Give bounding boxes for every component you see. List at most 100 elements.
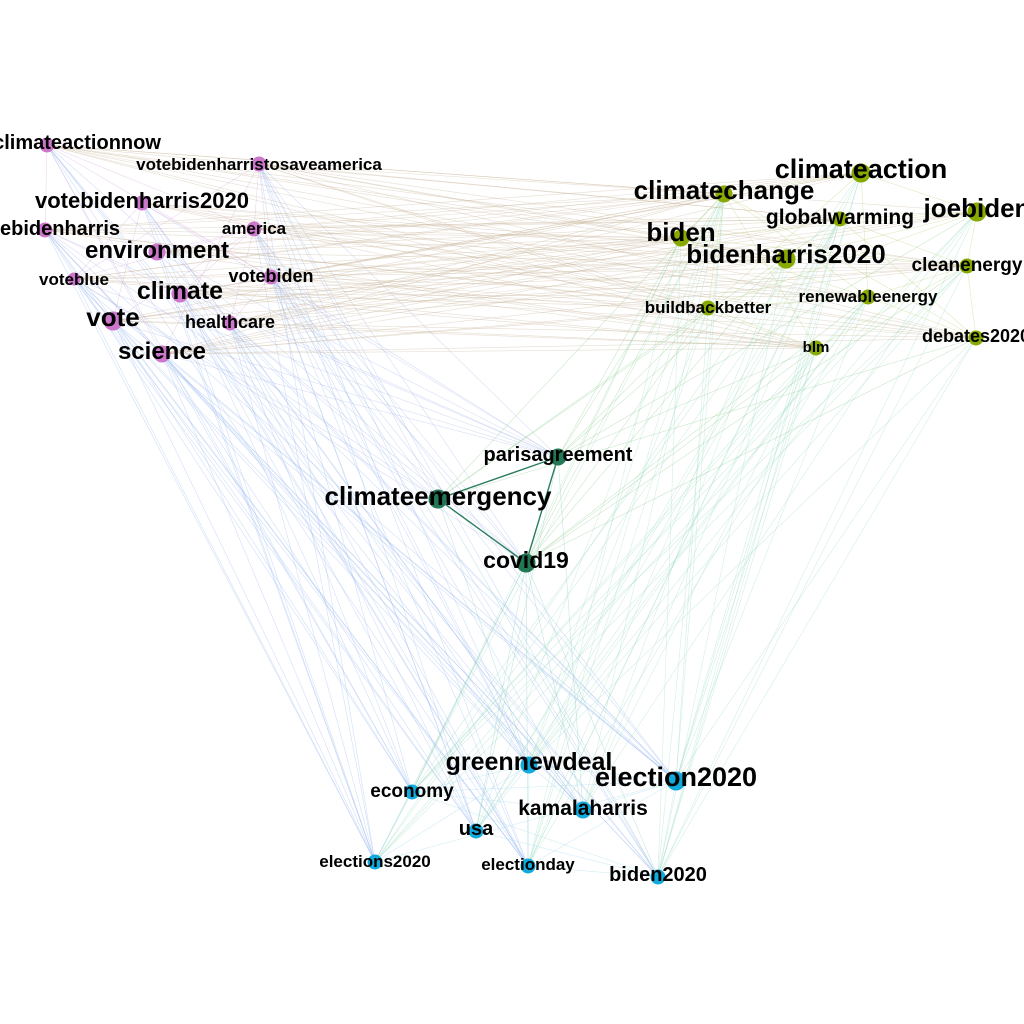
edge-healthcare-election2020 xyxy=(229,322,677,782)
edge-votebiden-biden xyxy=(270,237,682,278)
node-label-electionday: electionday xyxy=(481,855,575,874)
node-buildbackbetter[interactable] xyxy=(700,300,716,316)
edge-votebidenharris-climate xyxy=(44,229,181,295)
edge-blm-election2020 xyxy=(675,347,817,782)
node-climateactionnow[interactable] xyxy=(39,137,55,153)
edge-votebiden-bidenharris2020 xyxy=(270,258,787,278)
node-climatechange[interactable] xyxy=(715,185,733,203)
edge-science-biden xyxy=(161,237,682,355)
edge-climatechange-renewableenergy xyxy=(723,193,869,298)
node-blm[interactable] xyxy=(808,340,824,356)
edge-votebidenharris2020-healthcare xyxy=(141,202,231,324)
edge-healthcare-climateaction xyxy=(229,172,862,324)
node-debates2020[interactable] xyxy=(968,330,984,346)
node-america[interactable] xyxy=(246,221,262,237)
edge-votebidenharristosaveamerica-elections2020 xyxy=(258,163,376,863)
edge-healthcare-kamalaharris xyxy=(229,322,584,811)
edge-science-economy xyxy=(161,353,413,793)
edge-biden-cleanenergy xyxy=(680,237,968,267)
edge-climateaction-usa xyxy=(475,172,862,832)
edge-debates2020-greennewdeal xyxy=(528,337,977,766)
node-elections2020[interactable] xyxy=(367,854,383,870)
edge-healthcare-economy xyxy=(229,322,413,793)
node-label-greennewdeal: greennewdeal xyxy=(446,748,613,776)
node-environment[interactable] xyxy=(148,243,166,261)
edge-climateemergency-covid19 xyxy=(437,498,527,564)
node-biden2020[interactable] xyxy=(650,869,666,885)
edge-healthcare-covid19 xyxy=(229,322,527,564)
edge-climatechange-elections2020 xyxy=(374,193,725,863)
node-economy[interactable] xyxy=(404,784,420,800)
edge-votebidenharris2020-vote xyxy=(112,202,143,322)
node-election2020[interactable] xyxy=(666,771,686,791)
node-climateaction[interactable] xyxy=(851,163,871,183)
edge-debates2020-covid19 xyxy=(525,337,977,564)
node-kamalaharris[interactable] xyxy=(574,801,592,819)
edge-america-climatechange xyxy=(253,193,725,230)
edge-climatechange-biden xyxy=(680,193,725,239)
edge-votebiden-renewableenergy xyxy=(270,276,869,298)
node-votebidenharris2020[interactable] xyxy=(134,195,150,211)
node-bidenharris2020[interactable] xyxy=(776,249,796,269)
node-vote[interactable] xyxy=(103,311,123,331)
node-electionday[interactable] xyxy=(520,858,536,874)
node-label-votebidenharris: votebidenharris xyxy=(0,218,120,240)
node-label-votebidenharris2020: votebidenharris2020 xyxy=(35,188,249,213)
edge-climate-climateaction xyxy=(179,172,862,295)
edge-joebiden-elections2020 xyxy=(374,211,978,863)
node-parisagreement[interactable] xyxy=(549,448,567,466)
node-covid19[interactable] xyxy=(516,553,536,573)
edge-votebidenharris2020-parisagreement xyxy=(141,202,559,458)
edge-votebidenharris2020-buildbackbetter xyxy=(141,202,709,309)
edge-america-climate xyxy=(179,228,255,295)
edge-economy-elections2020 xyxy=(374,791,413,863)
edge-usa-biden2020 xyxy=(475,830,659,878)
node-voteblue[interactable] xyxy=(67,272,81,286)
edge-joebiden-biden xyxy=(680,211,978,239)
edge-covid19-kamalaharris xyxy=(525,562,584,811)
node-joebiden[interactable] xyxy=(967,202,987,222)
edge-votebidenharris-cleanenergy xyxy=(44,229,968,267)
edge-election2020-electionday xyxy=(527,780,677,867)
node-globalwarming[interactable] xyxy=(832,211,848,227)
edge-votebidenharris2020-bidenharris2020 xyxy=(141,202,787,260)
edge-voteblue-covid19 xyxy=(73,278,527,564)
node-climateemergency[interactable] xyxy=(428,489,448,509)
node-biden[interactable] xyxy=(672,229,690,247)
edge-greennewdeal-election2020 xyxy=(528,764,677,782)
node-votebidenharristosaveamerica[interactable] xyxy=(251,156,267,172)
node-greennewdeal[interactable] xyxy=(520,756,538,774)
edge-renewableenergy-buildbackbetter xyxy=(707,296,869,309)
edge-climateactionnow-cleanenergy xyxy=(46,144,968,267)
edge-science-kamalaharris xyxy=(161,353,584,811)
node-cleanenergy[interactable] xyxy=(959,258,975,274)
edge-science-elections2020 xyxy=(161,353,376,863)
edge-voteblue-bidenharris2020 xyxy=(73,258,787,280)
edge-buildbackbetter-election2020 xyxy=(675,307,709,782)
edge-voteblue-climatechange xyxy=(73,193,725,280)
edge-climatechange-usa xyxy=(475,193,725,832)
edge-votebiden-globalwarming xyxy=(270,218,841,278)
edge-votebidenharris-debates2020 xyxy=(44,229,977,339)
edge-blm-biden2020 xyxy=(657,347,817,878)
node-votebidenharris[interactable] xyxy=(37,222,53,238)
edge-environment-globalwarming xyxy=(156,218,841,253)
edge-climateaction-joebiden xyxy=(860,172,978,213)
edge-voteblue-elections2020 xyxy=(73,278,376,863)
node-science[interactable] xyxy=(153,345,171,363)
node-renewableenergy[interactable] xyxy=(860,289,876,305)
node-usa[interactable] xyxy=(468,823,484,839)
node-healthcare[interactable] xyxy=(222,315,238,331)
edge-america-bidenharris2020 xyxy=(253,228,787,260)
edge-buildbackbetter-electionday xyxy=(527,307,709,867)
edge-science-climatechange xyxy=(161,193,725,355)
edge-buildbackbetter-covid19 xyxy=(525,307,709,564)
edge-america-renewableenergy xyxy=(253,228,869,298)
edge-climateactionnow-biden2020 xyxy=(46,144,659,878)
node-climate[interactable] xyxy=(171,285,189,303)
edge-voteblue-electionday xyxy=(73,278,529,867)
edge-voteblue-blm xyxy=(73,278,817,349)
node-votebiden[interactable] xyxy=(263,269,279,285)
edge-votebiden-climateemergency xyxy=(270,276,439,500)
edge-science-debates2020 xyxy=(161,337,977,355)
